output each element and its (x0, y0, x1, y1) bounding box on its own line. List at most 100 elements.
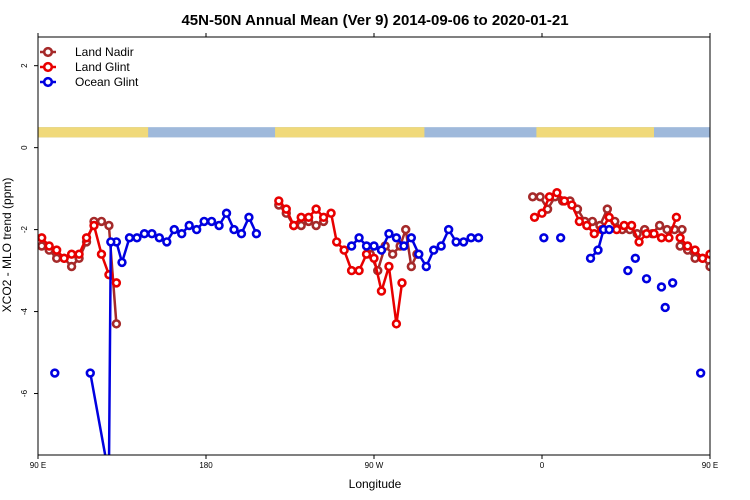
series-2-point-2-2 (106, 237, 116, 247)
x-tick-label-0: 90 E (30, 461, 46, 470)
series-2-point-1-9 (414, 249, 424, 259)
series-2-point-0-17 (236, 229, 247, 239)
series-1-point-3-5 (714, 251, 721, 258)
series-2-point-1-6 (391, 233, 402, 243)
series-0-point-0-10 (111, 319, 122, 329)
series-2-point-0-7 (162, 237, 172, 247)
legend-label-0: Land Nadir (75, 45, 134, 59)
series-0-point-3-20 (677, 224, 687, 235)
series-2-lone-point-5 (630, 253, 641, 263)
series-1-point-0-0 (38, 233, 47, 243)
series-2-point-0-9 (177, 229, 187, 239)
series-2 (50, 208, 706, 455)
series-2-point-0-15 (221, 208, 232, 218)
series-1-point-2-12 (619, 220, 629, 231)
series-0-point-2-3 (387, 249, 398, 259)
series-1-point-1-12 (361, 249, 372, 259)
series-2-lone-point-6 (641, 274, 652, 284)
series-1-point-2-7 (582, 220, 592, 231)
series-1-point-0-5 (74, 249, 84, 259)
series-2-lone-point-4 (623, 265, 633, 276)
series-2-point-3-0 (585, 253, 596, 263)
series-0-point-2-5 (401, 224, 411, 235)
series-2-point-0-19 (251, 229, 262, 239)
series-2-lone-point-7 (656, 282, 667, 292)
series-0-point-0-0 (38, 241, 47, 251)
series-2-point-1-16 (466, 233, 476, 243)
series-1-point-2-15 (641, 229, 652, 239)
series-2-point-0-16 (229, 224, 239, 235)
series-2-lone-point-1 (539, 233, 549, 243)
series-1-point-3-6 (722, 234, 729, 241)
y-tick-label-2: -2 (20, 226, 29, 234)
axis-layer: 90 E 180 90 W 0 90 E 2 0 -2 -4 -6 (20, 33, 718, 470)
series-2-point-0-3 (132, 233, 142, 243)
series-1-point-3-1 (682, 241, 693, 251)
series-2-point-1-8 (406, 233, 417, 243)
series-2-point-0-6 (154, 233, 165, 243)
series-1-point-1-4 (303, 212, 314, 223)
plot-layer (38, 127, 750, 455)
series-1-point-1-2 (289, 220, 299, 231)
series-0-point-3-1 (535, 192, 545, 202)
series-2-lone-point-2 (555, 233, 566, 243)
series-2-point-1-7 (399, 241, 409, 251)
series-2-lone-point-8 (660, 302, 670, 313)
series-2-point-1-2 (361, 241, 372, 251)
land-span-2 (536, 127, 654, 138)
series-1-point-0-4 (66, 249, 77, 259)
series-1-point-1-6 (318, 212, 329, 223)
series-1-point-2-3 (552, 188, 562, 198)
series-2-lone-point-3 (604, 224, 614, 235)
series-2-point-0-5 (147, 229, 157, 239)
series-1-point-1-14 (376, 286, 387, 296)
series-0-point-3-10 (602, 204, 613, 214)
series-1-point-2-4 (559, 196, 570, 206)
x-tick-label-3: 0 (540, 461, 545, 470)
series-2-point-1-12 (436, 241, 446, 251)
series-2-point-1-15 (458, 237, 469, 247)
land-span-0 (38, 127, 149, 138)
legend-label-2: Ocean Glint (75, 75, 139, 89)
series-0-point-4-0 (675, 241, 685, 251)
series-1-point-2-18 (664, 233, 674, 243)
series-0-point-0-2 (51, 253, 62, 263)
series-1-point-1-17 (397, 278, 407, 288)
series-0-point-3-0 (527, 192, 538, 202)
land-span-1 (275, 127, 425, 138)
series-0-point-4-6 (722, 239, 729, 246)
series-1-point-0-2 (51, 245, 62, 255)
series-2-point-0-10 (184, 220, 194, 231)
legend-marker-2 (42, 76, 54, 88)
series-2-point-1-0 (346, 241, 357, 251)
series-2-lone-point-0 (50, 368, 60, 378)
series-group (38, 188, 750, 455)
series-2-lone-point-10 (695, 368, 706, 378)
series-1-point-2-10 (604, 212, 614, 223)
series-1-point-2-8 (589, 229, 599, 239)
x-tick-label-1: 180 (199, 461, 213, 470)
series-2-point-1-1 (354, 233, 364, 243)
series-0-point-0-4 (66, 261, 77, 272)
y-tick-label-0: 2 (20, 63, 29, 68)
series-2-point-1-10 (421, 261, 431, 272)
series-1-point-1-1 (281, 204, 291, 214)
y-tick-label-3: -4 (20, 307, 29, 315)
series-1-point-2-13 (626, 220, 637, 231)
series-0-point-1-3 (296, 220, 306, 231)
series-1-point-1-11 (354, 265, 364, 276)
series-2-lone-point-9 (667, 278, 678, 288)
series-0-point-0-8 (96, 216, 107, 227)
series-1-point-0-10 (111, 278, 122, 288)
series-0-point-0-9 (104, 220, 114, 231)
series-0-point-3-18 (662, 224, 672, 235)
series-1-point-3-9 (744, 271, 750, 278)
series-1-point-2-11 (611, 224, 622, 235)
series-2-point-2-0 (85, 368, 95, 378)
x-tick-label-4: 90 E (702, 461, 718, 470)
series-2-point-0-12 (199, 216, 209, 227)
series-0-point-4-5 (714, 255, 721, 262)
series-1-point-1-7 (326, 208, 336, 218)
